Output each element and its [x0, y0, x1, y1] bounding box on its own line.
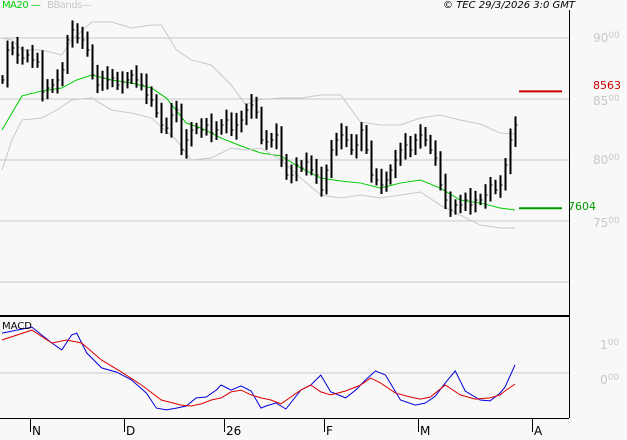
legend-bbands: BBands [47, 0, 82, 11]
macd-line [1, 326, 516, 411]
copyright-timestamp: © TEC 29/3/2026 3:0 GMT [443, 0, 575, 11]
macd-signal-line [1, 329, 516, 407]
legend-bbands-swatch: — [81, 0, 92, 11]
bband-lower [1, 97, 515, 229]
macd-y-tick-label: 000 [600, 373, 620, 387]
support-level-label: 7604 [568, 200, 596, 214]
y-tick-label: 7500 [593, 216, 620, 230]
x-tick-label: D [126, 424, 136, 438]
x-tick-label: A [534, 424, 543, 438]
y-tick-label: 8500 [593, 94, 620, 108]
macd-y-tick-label: 100 [600, 338, 620, 352]
x-tick-label: 26 [226, 424, 242, 438]
legend-ma20: MA20 [2, 0, 29, 11]
y-tick-label: 8000 [593, 153, 620, 167]
legend-ma20-swatch: — [28, 0, 41, 11]
price-panel [0, 18, 569, 315]
x-tick-label: N [32, 424, 41, 438]
resistance-level-label: 8563 [593, 79, 621, 93]
bband-upper [1, 21, 516, 135]
x-tick-label: F [326, 424, 333, 438]
legend: MA20 — BBands— [2, 0, 92, 11]
y-tick-label: 9000 [593, 31, 620, 45]
x-tick-label: M [420, 424, 431, 438]
macd-title: MACD [2, 321, 32, 332]
